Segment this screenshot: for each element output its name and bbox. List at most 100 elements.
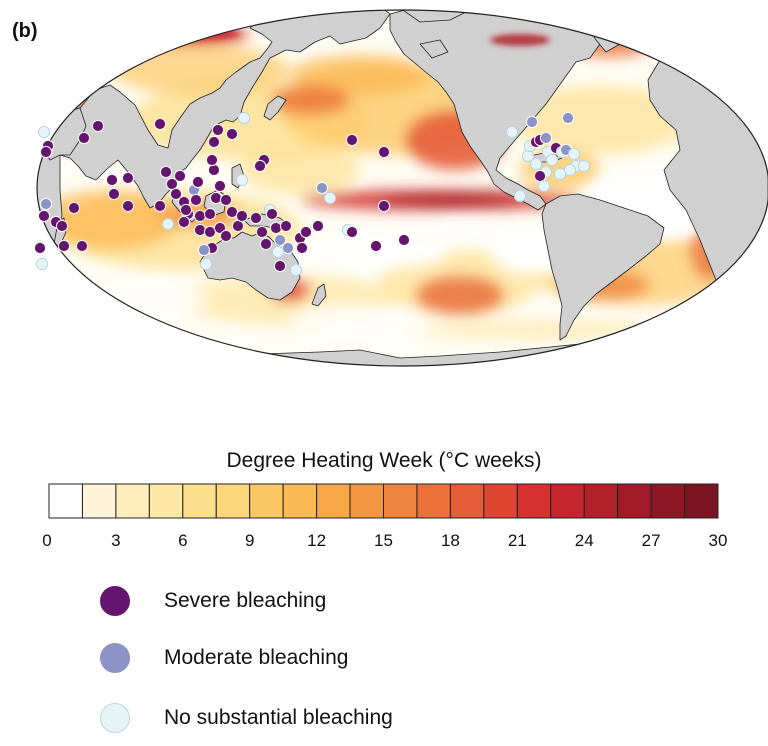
svalbard-island	[419, 39, 449, 59]
severe-bleaching-site	[159, 165, 173, 179]
severe-bleaching-site	[369, 239, 383, 253]
eurasia-landmass	[37, 10, 391, 209]
severe-bleaching-site	[311, 219, 325, 233]
colorbar-bin	[483, 483, 518, 519]
severe-bleaching-site	[91, 119, 105, 133]
severe-bleaching-site	[77, 131, 91, 145]
moderate-bleaching-site	[525, 115, 539, 129]
severe-bleaching-site	[55, 219, 69, 233]
no-bleaching-site	[529, 157, 543, 171]
severe-bleaching-site	[67, 201, 81, 215]
severe-bleaching-site	[279, 219, 293, 233]
severe-bleaching-site	[173, 169, 187, 183]
severe-bleaching-site	[377, 145, 391, 159]
no-bleaching-site	[323, 191, 337, 205]
severe-bleaching-site	[169, 187, 183, 201]
no-bleaching-site	[567, 147, 581, 161]
no-bleaching-site	[37, 125, 51, 139]
severe-bleaching-site	[249, 211, 263, 225]
severe-bleaching-site	[255, 225, 269, 239]
colorbar-bin	[316, 483, 351, 519]
no-bleaching-site	[289, 263, 303, 277]
moderate-bleaching-marker	[100, 643, 130, 673]
legend-item-none: No substantial bleaching	[100, 701, 393, 735]
colorbar-tick-label: 30	[709, 531, 728, 550]
world-map	[33, 9, 768, 367]
colorbar-title: Degree Heating Week (°C weeks)	[226, 449, 542, 472]
severe-bleaching-site	[377, 199, 391, 213]
severe-bleaching-site	[189, 193, 203, 207]
colorbar-bin	[81, 483, 117, 519]
severe-bleaching-site	[153, 117, 167, 131]
moderate-bleaching-site	[315, 181, 329, 195]
colorbar-bin	[516, 483, 552, 519]
colorbar: 0 3 6 9 12 15 18 21 24 27 30	[42, 483, 728, 550]
colorbar-tick-label: 21	[508, 531, 527, 550]
colorbar-bin	[684, 483, 719, 519]
colorbar-bin	[182, 483, 217, 519]
no-bleaching-site	[35, 257, 49, 271]
severe-bleaching-site	[37, 209, 51, 223]
moderate-bleaching-site	[197, 243, 211, 257]
severe-bleaching-site	[207, 135, 221, 149]
colorbar-bin	[48, 483, 83, 519]
colorbar-tick-label: 12	[307, 531, 326, 550]
colorbar-bin	[282, 483, 318, 519]
colorbar-tick-label: 9	[245, 531, 254, 550]
moderate-bleaching-site	[39, 197, 53, 211]
map-outline	[36, 9, 768, 367]
legend-item-severe: Severe bleaching	[100, 584, 326, 618]
colorbar-bin	[349, 483, 384, 519]
severe-bleaching-site	[153, 199, 167, 213]
colorbar-tick-label: 0	[42, 531, 51, 550]
no-bleaching-site	[513, 189, 527, 203]
severe-bleaching-site	[219, 229, 233, 243]
colorbar-tick-label: 24	[575, 531, 594, 550]
colorbar-tick-label: 3	[111, 531, 120, 550]
severe-bleaching-site	[75, 239, 89, 253]
new-zealand-island	[311, 283, 327, 307]
severe-bleaching-site	[225, 127, 239, 141]
severe-bleaching-site	[213, 221, 227, 235]
severe-bleaching-site	[177, 215, 191, 229]
severe-bleaching-site	[235, 209, 249, 223]
severe-bleaching-marker	[100, 586, 130, 616]
colorbar-tick-label: 6	[178, 531, 187, 550]
severe-bleaching-site	[213, 179, 227, 193]
severe-bleaching-site	[203, 207, 217, 221]
colorbar-bin	[416, 483, 451, 519]
severe-bleaching-site	[273, 259, 287, 273]
severe-bleaching-site	[205, 153, 219, 167]
no-bleaching-site	[235, 173, 249, 187]
no-bleaching-site	[537, 179, 551, 193]
colorbar-bin	[449, 483, 485, 519]
no-bleaching-site	[271, 245, 285, 259]
severe-bleaching-site	[299, 225, 313, 239]
severe-bleaching-site	[33, 241, 47, 255]
colorbar-tick-label: 18	[441, 531, 460, 550]
arctic-islands	[399, 10, 471, 23]
severe-bleaching-site	[219, 193, 233, 207]
severe-bleaching-site	[105, 173, 119, 187]
no-bleaching-site	[545, 153, 559, 167]
moderate-bleaching-site	[561, 111, 575, 125]
colorbar-bin	[583, 483, 619, 519]
severe-bleaching-site	[179, 203, 193, 217]
severe-bleaching-site	[253, 159, 267, 173]
no-bleaching-site	[577, 159, 591, 173]
colorbar-bin	[215, 483, 251, 519]
no-bleaching-site	[237, 111, 251, 125]
south-america-landmass	[541, 193, 665, 341]
legend-label-moderate: Moderate bleaching	[164, 646, 349, 669]
colorbar-bin	[550, 483, 585, 519]
severe-bleaching-site	[121, 171, 135, 185]
colorbar-bin	[115, 483, 150, 519]
panel-label: (b)	[12, 20, 38, 42]
severe-bleaching-site	[57, 239, 71, 253]
colorbar-bin	[650, 483, 686, 519]
legend-label-severe: Severe bleaching	[164, 589, 327, 612]
severe-bleaching-site	[265, 207, 279, 221]
severe-bleaching-site	[191, 175, 205, 189]
moderate-bleaching-site	[273, 233, 287, 247]
colorbar-tick-label: 27	[642, 531, 661, 550]
